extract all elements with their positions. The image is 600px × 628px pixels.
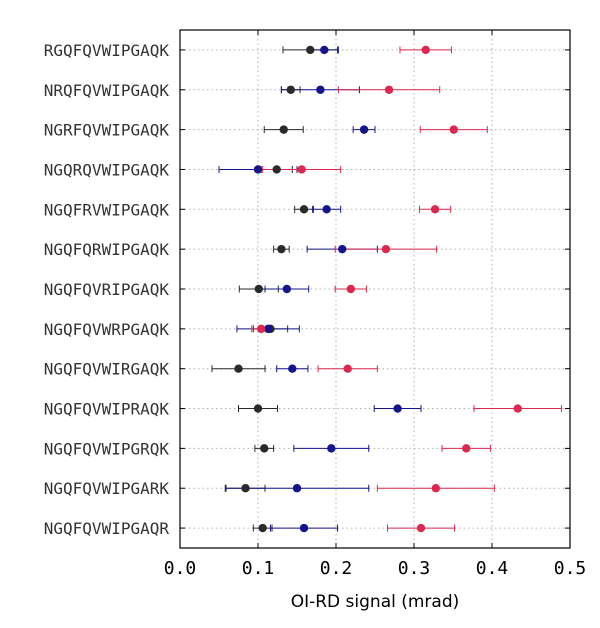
data-point xyxy=(306,45,315,55)
data-point xyxy=(286,85,295,94)
data-point-layer xyxy=(234,45,522,533)
data-point xyxy=(299,523,309,533)
category-label: NGQFQVWIPRAQK xyxy=(44,400,170,419)
data-point xyxy=(292,484,302,493)
data-point xyxy=(359,125,369,134)
data-point xyxy=(253,165,263,174)
x-tick-label: 0.0 xyxy=(164,558,197,579)
x-tick-label: 0.4 xyxy=(476,558,509,579)
data-point xyxy=(384,85,394,94)
x-tick-label: 0.2 xyxy=(320,558,353,579)
category-label: NGQFRVWIPGAQK xyxy=(44,200,170,219)
category-label: NGQFQVWIPGRQK xyxy=(44,439,170,458)
x-tick-label: 0.5 xyxy=(554,558,587,579)
data-point xyxy=(381,244,391,254)
data-point xyxy=(253,404,263,413)
category-label: NGQFQVRIPGAQK xyxy=(44,280,170,299)
grid-layer xyxy=(180,30,570,548)
data-point xyxy=(513,404,522,413)
data-point xyxy=(260,444,269,453)
data-point xyxy=(421,45,430,55)
data-point xyxy=(327,444,336,453)
data-point xyxy=(316,85,325,94)
category-label: NGQFQVWIPGARK xyxy=(44,479,170,498)
data-point xyxy=(277,244,286,254)
category-label: NGQFQVWIPGAQR xyxy=(44,519,170,538)
data-point xyxy=(282,284,292,294)
data-point xyxy=(320,45,329,55)
category-label: NGQFQVWIRGAQK xyxy=(44,360,170,379)
category-label: NGRFQVWIPGAQK xyxy=(44,121,170,140)
x-tick-label: 0.1 xyxy=(242,558,275,579)
category-label: NGQFQVWRPGAQK xyxy=(44,320,170,339)
data-point xyxy=(263,324,273,334)
data-point xyxy=(430,205,440,214)
data-point xyxy=(416,523,426,533)
plot-frame xyxy=(179,29,571,549)
data-point xyxy=(256,324,266,334)
x-axis-title: OI-RD signal (mrad) xyxy=(291,592,460,612)
data-point xyxy=(431,484,441,493)
data-point xyxy=(258,523,267,533)
data-point xyxy=(272,165,281,174)
data-point xyxy=(338,244,347,254)
data-point xyxy=(288,364,297,373)
label-layer: 0.0 0.1 0.2 0.3 0.4 0.5 RGQFQVWIPGAQK NRQFQVWIP… xyxy=(44,41,586,579)
data-point xyxy=(297,165,306,174)
data-point xyxy=(254,284,263,294)
data-point xyxy=(234,364,243,373)
category-label: NGQRQVWIPGAQK xyxy=(44,160,170,179)
data-point xyxy=(393,404,402,413)
data-point xyxy=(241,484,250,493)
data-point xyxy=(343,364,352,373)
data-point xyxy=(322,205,331,214)
category-label: RGQFQVWIPGAQK xyxy=(44,41,170,60)
category-label: NRQFQVWIPGAQK xyxy=(44,81,170,100)
category-label: NGQFQRWIPGAQK xyxy=(44,240,170,259)
data-point xyxy=(299,205,309,214)
data-point xyxy=(462,444,471,453)
data-point xyxy=(346,284,356,294)
data-point xyxy=(279,125,288,134)
x-tick-label: 0.3 xyxy=(398,558,431,579)
data-point xyxy=(449,125,458,134)
